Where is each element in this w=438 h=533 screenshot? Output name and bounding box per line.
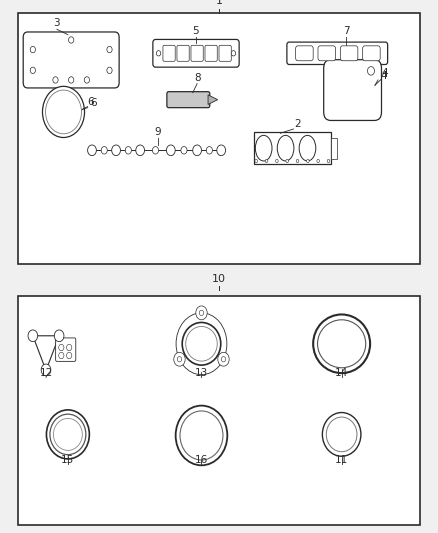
Text: 16: 16 [195, 455, 208, 465]
Ellipse shape [313, 314, 370, 373]
Circle shape [30, 46, 35, 53]
Circle shape [196, 306, 207, 320]
Ellipse shape [322, 413, 361, 456]
FancyBboxPatch shape [191, 45, 203, 61]
Circle shape [265, 159, 268, 163]
Ellipse shape [326, 417, 357, 452]
FancyBboxPatch shape [340, 46, 358, 61]
Ellipse shape [299, 135, 316, 161]
Circle shape [177, 357, 182, 362]
Circle shape [327, 159, 330, 163]
Ellipse shape [46, 410, 89, 459]
Circle shape [67, 352, 72, 359]
Text: 15: 15 [61, 455, 74, 465]
Polygon shape [33, 336, 59, 370]
Polygon shape [208, 95, 218, 104]
Ellipse shape [182, 322, 221, 365]
Circle shape [231, 51, 236, 56]
Ellipse shape [318, 320, 366, 368]
Circle shape [54, 330, 64, 342]
Bar [18, 13, 420, 264]
Text: 14: 14 [335, 368, 348, 378]
Circle shape [41, 364, 51, 376]
FancyBboxPatch shape [163, 45, 175, 61]
Circle shape [59, 344, 64, 351]
Circle shape [84, 77, 89, 83]
Circle shape [152, 147, 159, 154]
Circle shape [199, 310, 204, 316]
FancyBboxPatch shape [23, 32, 119, 88]
Circle shape [317, 159, 319, 163]
Bar [18, 296, 420, 525]
Ellipse shape [176, 406, 227, 465]
FancyBboxPatch shape [296, 46, 313, 61]
Circle shape [53, 77, 58, 83]
Circle shape [101, 147, 107, 154]
Circle shape [218, 352, 229, 366]
Circle shape [174, 352, 185, 366]
Text: 6: 6 [88, 96, 94, 107]
Ellipse shape [186, 326, 217, 361]
Circle shape [181, 147, 187, 154]
Ellipse shape [50, 414, 86, 455]
Circle shape [88, 145, 96, 156]
Text: 4: 4 [380, 71, 387, 81]
Circle shape [68, 77, 74, 83]
Circle shape [107, 67, 112, 74]
Text: 13: 13 [195, 368, 208, 378]
Circle shape [112, 145, 120, 156]
Text: 9: 9 [154, 127, 161, 137]
Circle shape [30, 67, 35, 74]
Circle shape [136, 145, 145, 156]
Circle shape [206, 147, 212, 154]
Text: 1: 1 [215, 0, 223, 6]
FancyBboxPatch shape [205, 45, 217, 61]
Circle shape [68, 37, 74, 43]
Text: 10: 10 [212, 273, 226, 284]
Circle shape [46, 90, 81, 134]
Text: 3: 3 [53, 18, 60, 28]
Circle shape [67, 344, 72, 351]
FancyBboxPatch shape [56, 338, 76, 361]
Circle shape [193, 145, 201, 156]
Bar [331, 138, 337, 159]
Bar [254, 132, 331, 164]
Text: 7: 7 [343, 26, 350, 36]
Text: 11: 11 [335, 455, 348, 465]
FancyBboxPatch shape [318, 46, 336, 61]
Circle shape [286, 159, 289, 163]
Circle shape [125, 147, 131, 154]
Circle shape [255, 159, 258, 163]
Text: 6: 6 [90, 98, 96, 108]
Ellipse shape [255, 135, 272, 161]
Circle shape [307, 159, 309, 163]
Text: 5: 5 [192, 26, 199, 36]
Circle shape [59, 352, 64, 359]
Circle shape [166, 145, 175, 156]
Circle shape [276, 159, 278, 163]
Circle shape [221, 357, 226, 362]
Circle shape [176, 313, 227, 375]
Circle shape [107, 46, 112, 53]
Ellipse shape [180, 411, 223, 460]
FancyBboxPatch shape [177, 45, 189, 61]
Ellipse shape [53, 418, 82, 450]
Text: 8: 8 [194, 72, 201, 83]
Circle shape [42, 86, 85, 138]
FancyBboxPatch shape [167, 92, 210, 108]
Circle shape [296, 159, 299, 163]
FancyBboxPatch shape [219, 45, 231, 61]
Circle shape [156, 51, 161, 56]
Circle shape [28, 330, 38, 342]
FancyBboxPatch shape [363, 46, 380, 61]
Circle shape [367, 67, 374, 75]
Text: 2: 2 [294, 119, 301, 129]
Circle shape [217, 145, 226, 156]
FancyBboxPatch shape [287, 42, 388, 64]
Ellipse shape [277, 135, 294, 161]
FancyBboxPatch shape [153, 39, 239, 67]
Text: 12: 12 [39, 368, 53, 378]
Text: 4: 4 [381, 68, 388, 78]
FancyBboxPatch shape [324, 60, 381, 120]
